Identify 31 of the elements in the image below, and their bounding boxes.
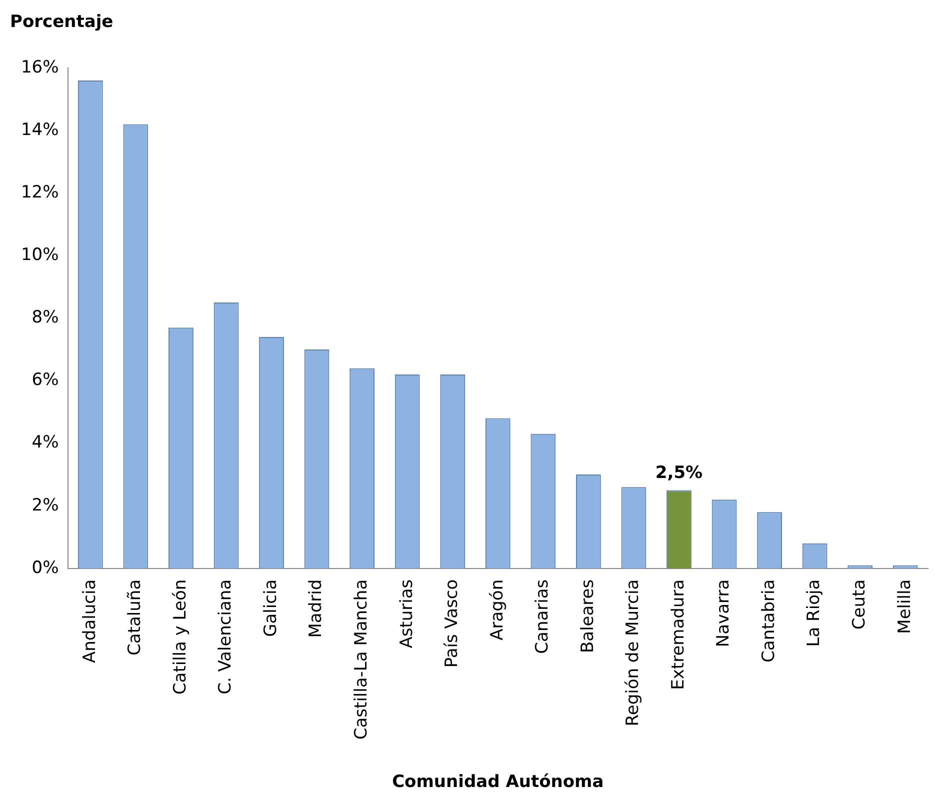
x-tick-label: Cantabria	[758, 579, 779, 662]
y-tick-label: 2%	[32, 495, 59, 516]
x-tick-label: Madrid	[306, 579, 326, 638]
x-tick-label: Ceuta	[850, 579, 870, 630]
x-tick-label: Navarra	[714, 579, 734, 648]
y-tick-label: 0%	[32, 558, 59, 578]
x-tick-label: Andalucia	[80, 579, 100, 663]
y-tick-label: 10%	[20, 245, 59, 266]
y-tick-label: 12%	[20, 182, 59, 203]
x-tick-label: Extremadura	[668, 579, 688, 690]
y-tick-label: 6%	[32, 370, 59, 390]
y-axis-title: Porcentaje	[10, 12, 114, 32]
x-tick-label: Asturias	[396, 579, 417, 648]
x-tick-label: País Vasco	[442, 579, 462, 668]
x-tick-label: La Rioja	[804, 579, 824, 647]
y-tick-label: 4%	[32, 432, 59, 453]
x-tick-label: Galicia	[260, 579, 281, 637]
x-tick-label: Baleares	[578, 579, 598, 654]
data-label: 2,5%	[655, 463, 703, 484]
x-tick-label: Región de Murcia	[623, 579, 644, 726]
y-tick-label: 14%	[20, 120, 59, 140]
y-tick-label: 16%	[20, 57, 59, 78]
y-tick-label: 8%	[32, 308, 59, 328]
x-tick-label: Catilla y León	[170, 579, 190, 695]
x-tick-label: Canarias	[532, 579, 553, 654]
x-tick-label: Aragón	[487, 579, 508, 640]
x-tick-label: Cataluña	[125, 579, 146, 656]
x-tick-label: Melilla	[894, 579, 915, 634]
x-tick-label: C. Valenciana	[216, 579, 236, 694]
x-tick-label: Castilla-La Mancha	[351, 579, 372, 740]
x-axis-title: Comunidad Autónoma	[392, 772, 604, 792]
